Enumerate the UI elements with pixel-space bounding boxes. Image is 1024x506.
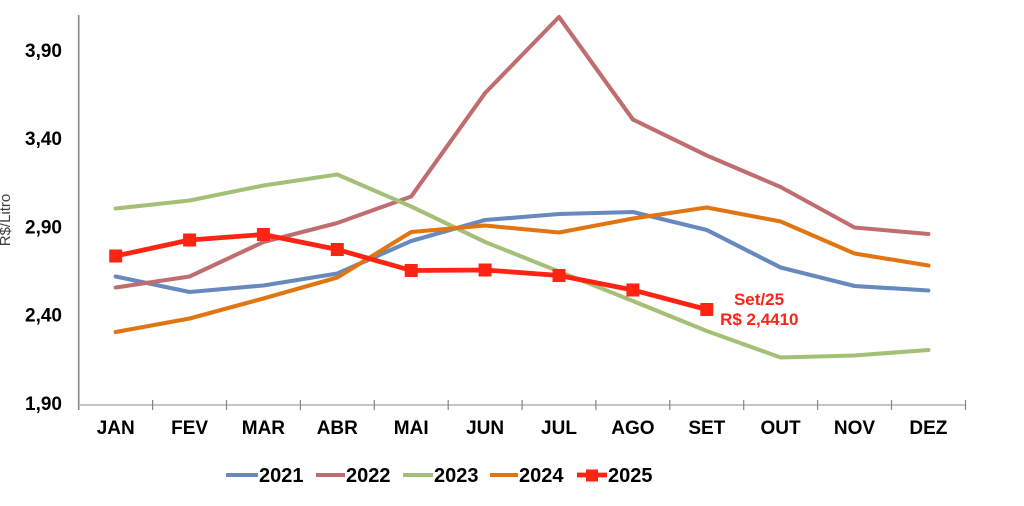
svg-text:R$/Litro: R$/Litro — [0, 194, 14, 247]
svg-text:2022: 2022 — [346, 465, 391, 487]
svg-text:2,90: 2,90 — [25, 217, 62, 238]
svg-text:JUL: JUL — [541, 418, 577, 439]
svg-text:MAR: MAR — [242, 418, 286, 439]
svg-text:FEV: FEV — [171, 418, 208, 439]
svg-text:Set/25: Set/25 — [734, 290, 784, 309]
svg-text:NOV: NOV — [834, 418, 876, 439]
svg-text:DEZ: DEZ — [909, 418, 947, 439]
svg-text:AGO: AGO — [611, 418, 654, 439]
svg-text:MAI: MAI — [394, 418, 429, 439]
svg-text:2023: 2023 — [434, 465, 479, 487]
svg-text:R$ 2,4410: R$ 2,4410 — [720, 310, 798, 329]
svg-text:3,90: 3,90 — [25, 41, 62, 62]
svg-text:JUN: JUN — [466, 418, 504, 439]
svg-text:2025: 2025 — [608, 465, 653, 487]
svg-text:OUT: OUT — [761, 418, 802, 439]
svg-text:SET: SET — [688, 418, 725, 439]
svg-text:JAN: JAN — [97, 418, 135, 439]
svg-text:3,40: 3,40 — [25, 129, 62, 150]
svg-text:2021: 2021 — [259, 465, 304, 487]
svg-text:1,90: 1,90 — [25, 394, 62, 415]
svg-text:2,40: 2,40 — [25, 306, 62, 327]
svg-text:ABR: ABR — [317, 418, 358, 439]
svg-text:2024: 2024 — [519, 465, 564, 487]
